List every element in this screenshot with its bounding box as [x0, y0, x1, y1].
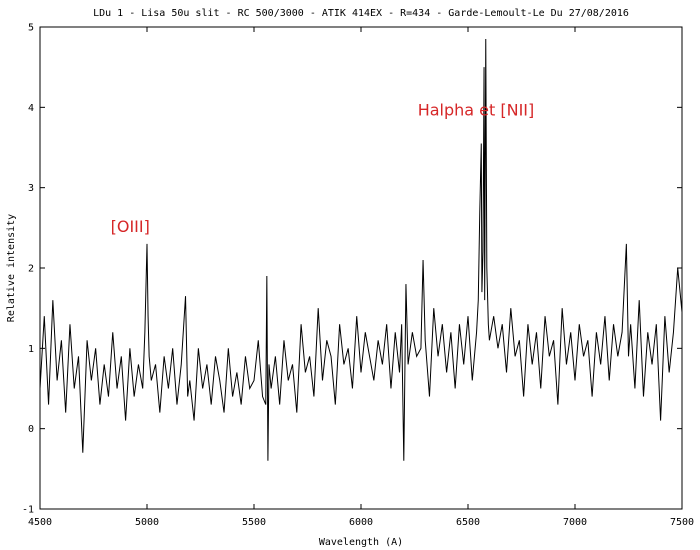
y-tick-label: 5 [28, 23, 34, 34]
annotation-label: [OIII] [111, 217, 150, 236]
y-axis: -1 0 1 2 3 4 5 [22, 23, 682, 516]
x-axis-label: Wavelength (A) [319, 537, 403, 548]
x-tick-label: 6000 [349, 517, 373, 528]
y-tick-label: 0 [28, 424, 34, 435]
x-tick-label: 7000 [563, 517, 587, 528]
x-tick-label: 6500 [456, 517, 480, 528]
y-tick-label: -1 [22, 505, 34, 516]
x-axis: 4500 5000 5500 6000 6500 7000 7500 [28, 27, 694, 528]
annotation-label: Halpha et [NII] [418, 100, 535, 119]
annotations: [OIII] Halpha et [NII] [111, 100, 535, 235]
y-tick-label: 1 [28, 344, 34, 355]
x-tick-label: 4500 [28, 517, 52, 528]
x-tick-label: 5000 [135, 517, 159, 528]
y-axis-label: Relative intensity [6, 214, 17, 322]
y-tick-label: 3 [28, 183, 34, 194]
x-tick-label: 5500 [242, 517, 266, 528]
chart-title: LDu 1 - Lisa 50u slit - RC 500/3000 - AT… [93, 8, 629, 19]
plot-frame [39, 26, 683, 510]
spectrum-series-line [39, 39, 683, 461]
x-tick-label: 7500 [670, 517, 694, 528]
y-tick-label: 4 [28, 103, 34, 114]
y-tick-label: 2 [28, 264, 34, 275]
